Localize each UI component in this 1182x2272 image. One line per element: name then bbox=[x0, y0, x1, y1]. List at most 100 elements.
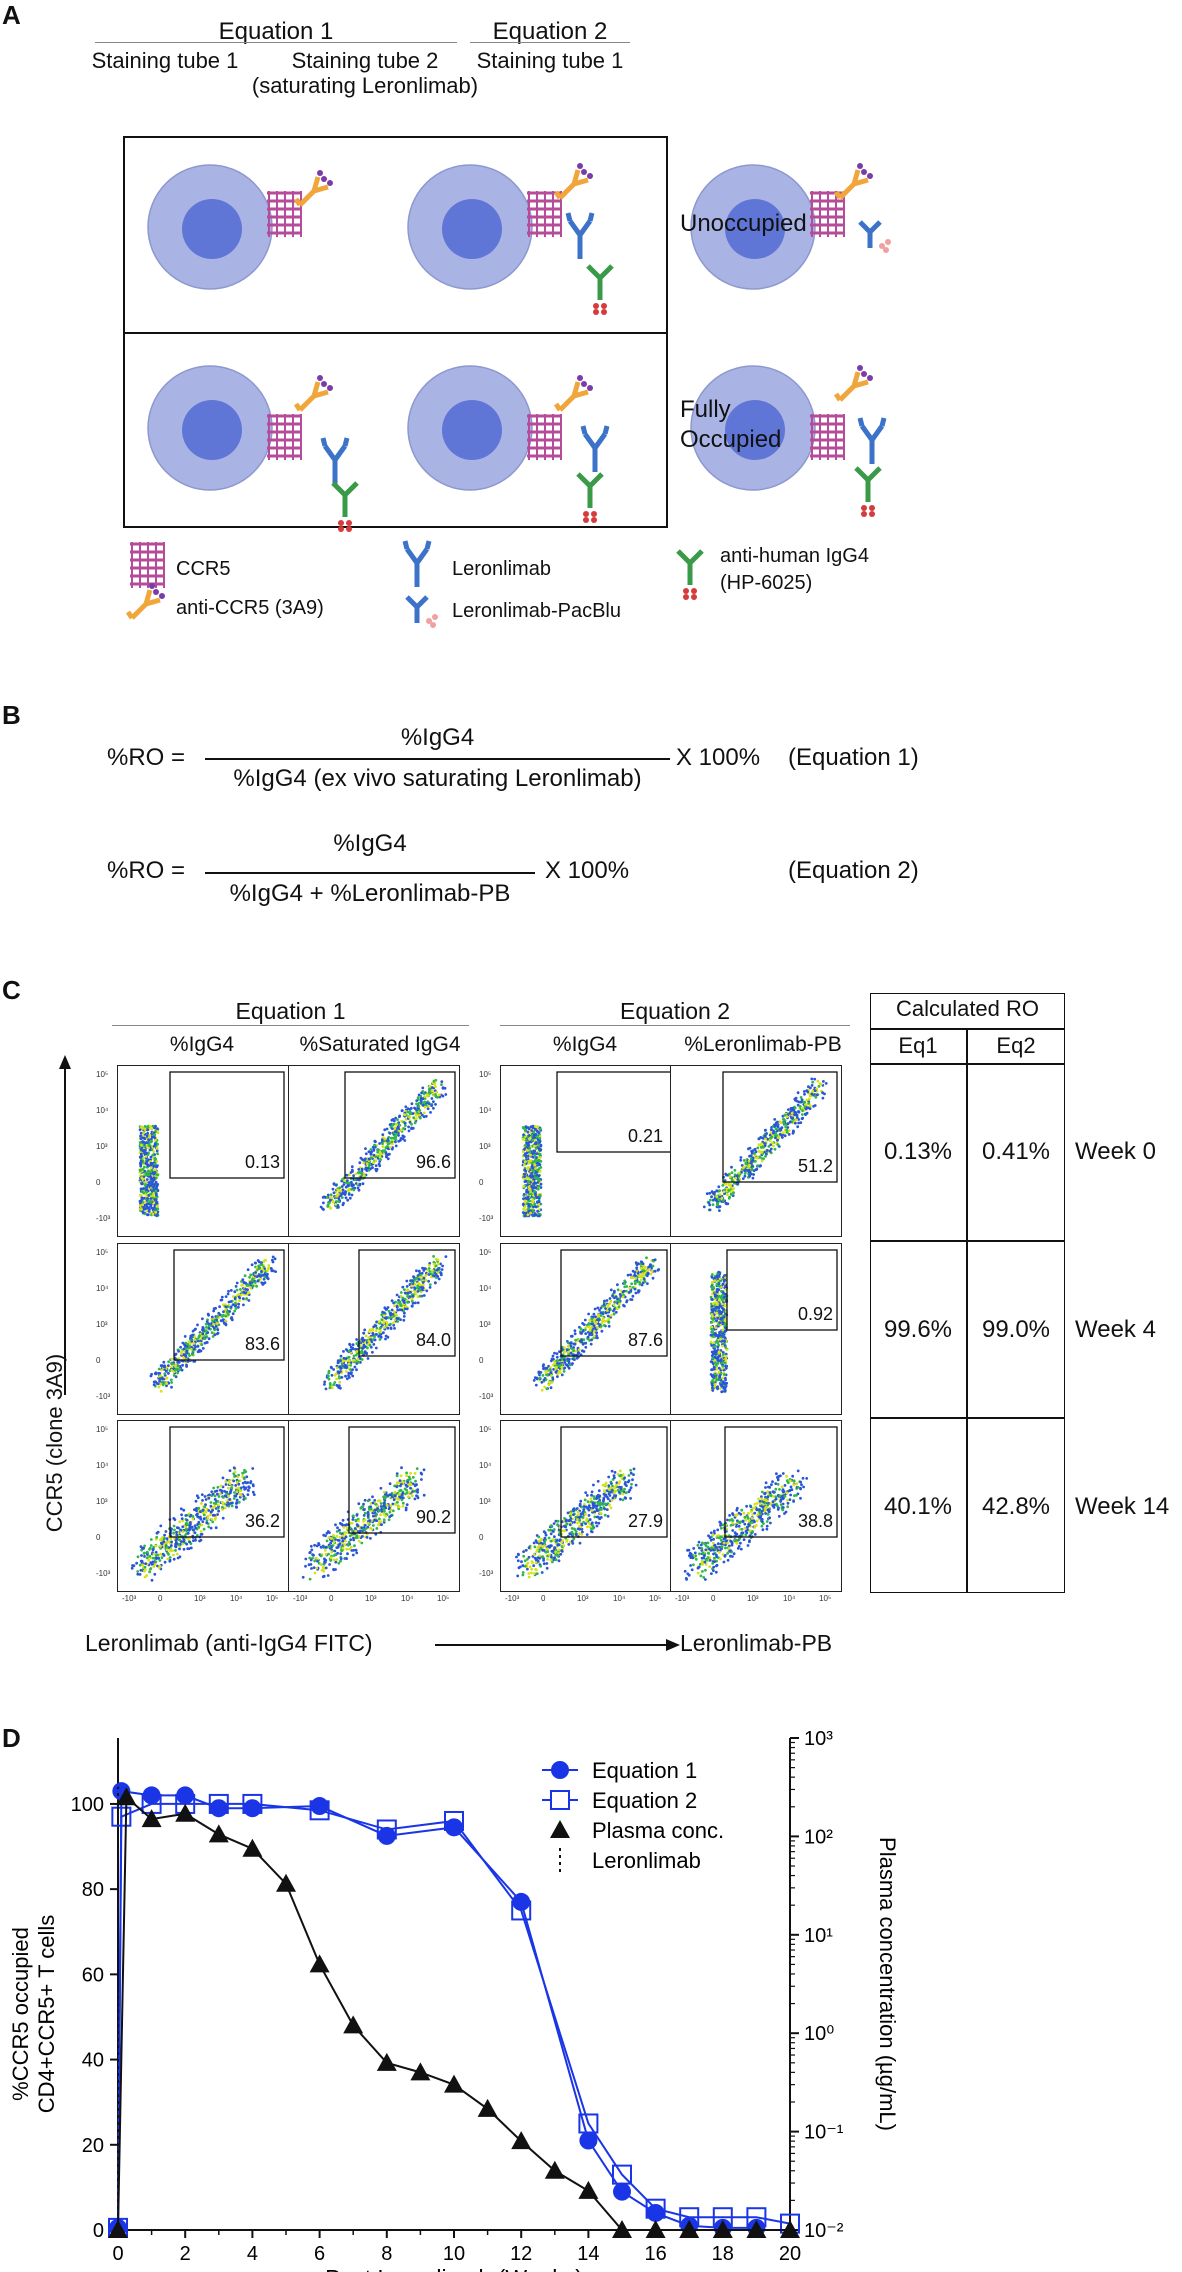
flow-event bbox=[756, 1164, 760, 1167]
flow-event bbox=[146, 1128, 150, 1132]
flow-event bbox=[713, 1279, 717, 1283]
flow-event bbox=[549, 1366, 552, 1369]
flow-event bbox=[349, 1345, 353, 1349]
flow-event bbox=[625, 1299, 629, 1302]
flow-event bbox=[573, 1332, 577, 1336]
panel-a-eq2-tube-label: Staining tube 1 bbox=[476, 48, 624, 73]
flow-event bbox=[815, 1093, 819, 1097]
flow-gate bbox=[722, 1071, 838, 1183]
flow-event bbox=[149, 1155, 153, 1159]
flow-event bbox=[145, 1141, 148, 1144]
flow-event bbox=[715, 1378, 718, 1382]
flow-event bbox=[721, 1291, 725, 1294]
flow-event bbox=[202, 1527, 206, 1531]
flow-event bbox=[416, 1301, 420, 1305]
flow-event bbox=[408, 1108, 412, 1111]
flow-event bbox=[217, 1495, 221, 1498]
flow-event bbox=[750, 1160, 753, 1163]
flow-event bbox=[536, 1168, 539, 1172]
flow-event bbox=[356, 1357, 360, 1361]
flow-event bbox=[631, 1269, 635, 1273]
flow-event bbox=[196, 1496, 200, 1500]
flow-event bbox=[344, 1374, 347, 1378]
flow-event bbox=[402, 1288, 406, 1291]
flow-event bbox=[164, 1530, 168, 1533]
flow-y-tick: -10³ bbox=[96, 1569, 111, 1578]
flow-event bbox=[150, 1127, 154, 1131]
flow-event bbox=[147, 1558, 151, 1562]
flow-event bbox=[712, 1192, 716, 1196]
flow-event bbox=[407, 1129, 411, 1133]
flow-event bbox=[181, 1519, 185, 1523]
flow-event bbox=[211, 1319, 214, 1322]
flow-event bbox=[795, 1118, 798, 1122]
flow-event bbox=[614, 1300, 618, 1304]
flow-event bbox=[566, 1345, 570, 1348]
flow-y-tick: 0 bbox=[479, 1356, 484, 1365]
flow-gate bbox=[560, 1249, 668, 1357]
flow-event bbox=[751, 1176, 755, 1180]
flow-event bbox=[242, 1477, 246, 1481]
flow-event bbox=[237, 1482, 241, 1486]
legend-leronlimab-pacblu: Leronlimab-PacBlu bbox=[452, 600, 621, 622]
flow-event bbox=[635, 1266, 639, 1270]
flow-event bbox=[586, 1335, 590, 1339]
flow-event bbox=[162, 1554, 166, 1557]
flow-event bbox=[724, 1357, 727, 1361]
flow-event bbox=[432, 1274, 435, 1278]
flow-event bbox=[304, 1564, 307, 1568]
flow-event bbox=[797, 1121, 800, 1125]
flow-event bbox=[796, 1091, 800, 1095]
flow-event bbox=[194, 1526, 197, 1530]
flow-event bbox=[794, 1096, 798, 1100]
flow-event bbox=[569, 1351, 573, 1355]
flow-event bbox=[343, 1179, 346, 1182]
gate-percentage: 0.21 bbox=[627, 1126, 663, 1146]
flow-event bbox=[390, 1299, 394, 1303]
flow-event bbox=[147, 1183, 150, 1187]
flow-event bbox=[246, 1493, 250, 1496]
flow-event bbox=[241, 1471, 244, 1475]
flow-event bbox=[440, 1268, 444, 1271]
flow-event bbox=[180, 1368, 184, 1372]
flow-event bbox=[185, 1363, 188, 1367]
flow-event bbox=[201, 1317, 204, 1321]
flow-event bbox=[244, 1281, 248, 1285]
flow-event bbox=[341, 1203, 345, 1207]
flow-event bbox=[726, 1193, 729, 1197]
flow-event bbox=[762, 1145, 765, 1149]
flow-event bbox=[579, 1331, 583, 1335]
flow-event bbox=[367, 1157, 371, 1161]
flow-event bbox=[196, 1512, 199, 1516]
flow-event bbox=[756, 1156, 760, 1159]
flow-event bbox=[173, 1368, 177, 1372]
flow-event bbox=[742, 1166, 745, 1170]
flow-event bbox=[230, 1504, 234, 1508]
flow-event bbox=[329, 1193, 333, 1197]
flow-event bbox=[152, 1380, 156, 1384]
flow-event bbox=[628, 1286, 632, 1290]
flow-event bbox=[747, 1170, 751, 1174]
flow-event bbox=[157, 1566, 161, 1570]
flow-gate bbox=[344, 1071, 456, 1179]
flow-event bbox=[194, 1499, 198, 1503]
flow-event bbox=[175, 1552, 179, 1556]
flow-event bbox=[350, 1193, 354, 1197]
flow-event bbox=[200, 1532, 204, 1536]
flow-event bbox=[139, 1559, 143, 1563]
flow-event bbox=[175, 1542, 179, 1546]
flow-event bbox=[215, 1322, 219, 1325]
flow-event bbox=[262, 1265, 266, 1269]
flow-event bbox=[528, 1184, 531, 1188]
flow-event bbox=[201, 1520, 205, 1523]
flow-event bbox=[782, 1118, 785, 1121]
flow-event bbox=[328, 1201, 332, 1204]
flow-event bbox=[786, 1122, 790, 1126]
flow-event bbox=[385, 1512, 388, 1516]
flow-event bbox=[534, 1212, 537, 1216]
flow-event bbox=[348, 1534, 352, 1538]
flow-event bbox=[573, 1358, 576, 1361]
flow-event bbox=[354, 1347, 357, 1351]
flow-event bbox=[201, 1508, 205, 1512]
flow-event bbox=[721, 1353, 725, 1356]
